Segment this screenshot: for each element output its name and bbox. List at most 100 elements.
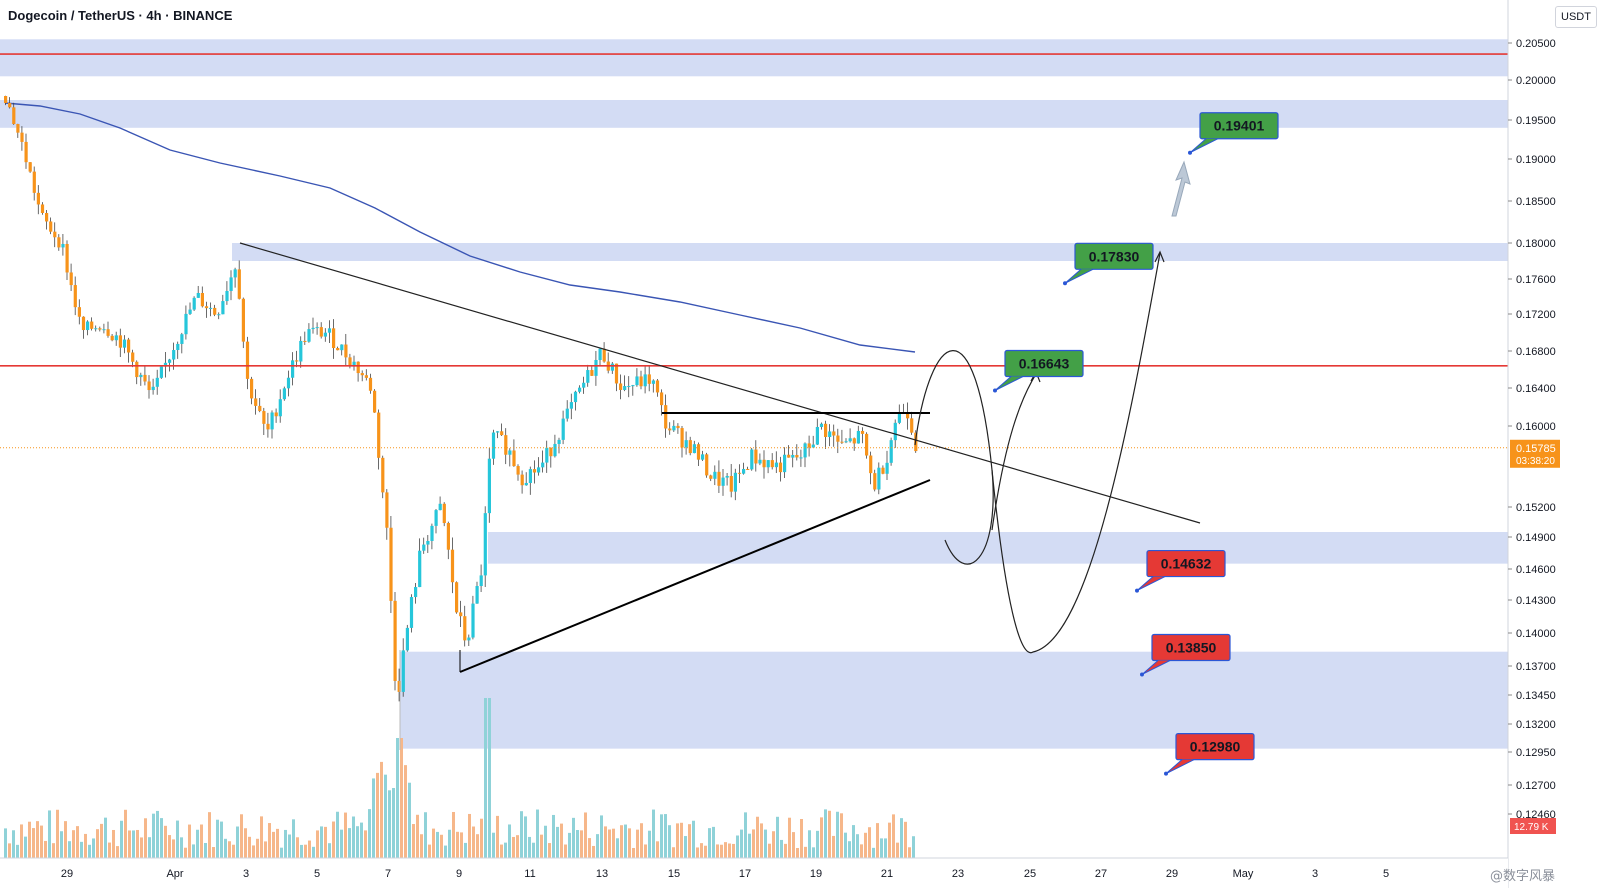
volume-bar	[476, 834, 479, 858]
candle-body	[455, 582, 459, 613]
target-label-box[interactable]	[1199, 112, 1279, 140]
candle-body	[524, 482, 528, 486]
candle-body	[852, 438, 856, 444]
candle-body	[803, 443, 807, 458]
target-label-box[interactable]	[1074, 242, 1154, 270]
candle-body	[541, 462, 545, 468]
candle-body	[463, 616, 467, 641]
volume-bar	[808, 830, 811, 858]
target-label-text: 0.17830	[1089, 248, 1140, 264]
label-anchor-dot	[1140, 672, 1144, 677]
candle-body	[180, 334, 184, 344]
volume-bar	[800, 819, 803, 858]
price-axis[interactable]: 0.20500 0.20000 0.19500 0.19000 0.18500 0.180…	[1507, 0, 1617, 888]
volume-bar	[864, 832, 867, 858]
volume-bar	[696, 847, 699, 858]
price-tick-label: 0.19500	[1516, 115, 1556, 127]
candle-body	[114, 335, 118, 341]
candle-body	[49, 221, 53, 232]
candle-body	[110, 335, 114, 341]
candle-body	[619, 383, 623, 390]
candle-body	[910, 418, 914, 433]
volume-bar	[396, 738, 399, 858]
candle-body	[610, 363, 614, 371]
candle-body	[758, 459, 762, 464]
candle-body	[266, 423, 270, 430]
volume-bar	[520, 811, 523, 858]
volume-bar	[228, 841, 231, 858]
candle-body	[184, 313, 188, 335]
candle-body	[311, 327, 315, 330]
volume-bar	[784, 843, 787, 858]
candle-body	[135, 361, 139, 378]
candle-body	[196, 293, 200, 298]
candle-body	[528, 469, 532, 483]
volume-bar	[788, 817, 791, 858]
volume-bar	[632, 847, 635, 858]
time-tick-label: 25	[1024, 868, 1036, 880]
candle-body	[147, 381, 151, 391]
volume-bar	[548, 843, 551, 858]
candle-body	[16, 124, 20, 133]
candle-body	[442, 503, 446, 524]
candle-body	[319, 327, 323, 337]
projection-curve-2	[991, 373, 1037, 531]
candle-body	[815, 426, 819, 445]
volume-bar	[120, 820, 123, 858]
candle-body	[352, 361, 356, 366]
candle-body	[168, 359, 172, 363]
descending-trendline	[239, 242, 1201, 524]
target-label-box[interactable]	[1146, 549, 1226, 578]
target-label-text: 0.14632	[1161, 556, 1212, 572]
candle-body	[750, 449, 754, 470]
candle-body	[602, 348, 606, 362]
candle-body	[24, 141, 28, 163]
candle-body	[705, 454, 709, 476]
candle-body	[836, 435, 840, 442]
candle-body	[94, 328, 98, 330]
volume-bar	[68, 841, 71, 858]
volume-bar	[384, 774, 387, 858]
candle-body	[770, 460, 774, 468]
candle-body	[906, 412, 910, 419]
candle-body	[778, 462, 783, 473]
currency-button[interactable]: USDT	[1555, 6, 1597, 28]
candle-body	[746, 468, 750, 470]
volume-bar	[708, 828, 711, 858]
volume-bar	[204, 842, 207, 858]
volume-bar	[852, 825, 855, 858]
volume-bar	[152, 813, 155, 858]
candle-body	[487, 458, 491, 514]
target-label-box[interactable]	[1004, 349, 1084, 378]
candle-body	[754, 449, 758, 464]
candle-body	[57, 237, 61, 248]
volume-bar	[600, 815, 603, 858]
target-label-box[interactable]	[1175, 733, 1255, 761]
candle-body	[885, 462, 889, 474]
volume-bar	[576, 830, 579, 858]
candle-body	[81, 316, 86, 331]
time-tick-label: 5	[314, 868, 320, 880]
volume-bar	[84, 833, 87, 858]
candle-body	[340, 344, 344, 351]
candle-body	[721, 477, 725, 486]
volume-bar	[212, 847, 215, 858]
candle-body	[889, 440, 893, 463]
volume-tag	[1510, 818, 1556, 834]
moving-average-line	[4, 102, 916, 353]
target-label-box[interactable]	[1151, 633, 1231, 662]
price-tick-label: 0.19000	[1516, 154, 1556, 166]
volume-bar	[580, 830, 583, 858]
volume-bar	[112, 829, 115, 858]
candle-body	[684, 440, 688, 448]
volume-bar	[736, 835, 739, 858]
time-axis[interactable]: 29 Apr 3 5 7 9 11 13 15 17 19 21 23 25 27 29 May 3 5	[0, 857, 1508, 888]
volume-bar	[296, 837, 299, 858]
candle-body	[553, 443, 557, 457]
candle-body	[504, 435, 508, 455]
up-arrow-icon	[1171, 160, 1191, 217]
volume-bar	[608, 829, 611, 858]
candle-body	[688, 440, 692, 454]
candle-body	[639, 376, 643, 387]
